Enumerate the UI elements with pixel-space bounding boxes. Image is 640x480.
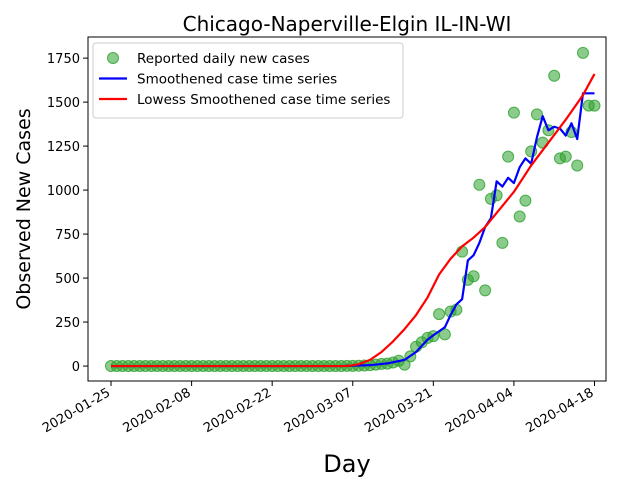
y-tick-label: 1250 <box>47 140 80 155</box>
reported-case-point <box>502 150 515 163</box>
reported-case-point <box>548 69 561 82</box>
reported-case-point <box>588 99 601 112</box>
reported-case-point <box>507 106 520 119</box>
reported-case-point <box>519 194 532 207</box>
lowess-series-line <box>111 73 596 368</box>
reported-case-point <box>559 150 572 163</box>
y-tick-label: 1500 <box>47 96 80 111</box>
y-tick-label: 250 <box>55 316 80 331</box>
reported-case-point <box>530 108 543 121</box>
reported-case-point <box>479 284 492 297</box>
y-tick-label: 1750 <box>47 52 80 67</box>
y-tick-label: 0 <box>72 360 80 375</box>
reported-case-point <box>496 236 509 249</box>
chart-title: Chicago-Naperville-Elgin IL-IN-WI <box>183 12 512 36</box>
reported-case-point <box>576 46 589 59</box>
plot-area <box>105 46 601 373</box>
legend-box <box>92 42 404 119</box>
reported-case-point <box>513 210 526 223</box>
reported-case-point <box>438 328 451 341</box>
reported-case-point <box>473 178 486 191</box>
legend-entry-label: Smoothened case time series <box>137 72 337 88</box>
y-tick-label: 750 <box>55 228 80 243</box>
y-tick-label: 500 <box>55 272 80 287</box>
x-axis-label: Day <box>323 450 370 478</box>
plot-frame <box>87 36 607 382</box>
y-tick-label: 1000 <box>47 184 80 199</box>
legend-entry-label: Reported daily new cases <box>137 51 310 67</box>
reported-case-point <box>467 270 480 283</box>
smoothened-series-line <box>111 92 595 368</box>
legend: Reported daily new cases Smoothened case … <box>92 42 404 119</box>
reported-case-point <box>433 308 446 321</box>
legend-entry-label: Lowess Smoothened case time series <box>137 92 390 108</box>
legend-marker-reported <box>107 52 119 64</box>
reported-case-point <box>571 159 584 172</box>
y-axis-label: Observed New Cases <box>13 108 35 309</box>
